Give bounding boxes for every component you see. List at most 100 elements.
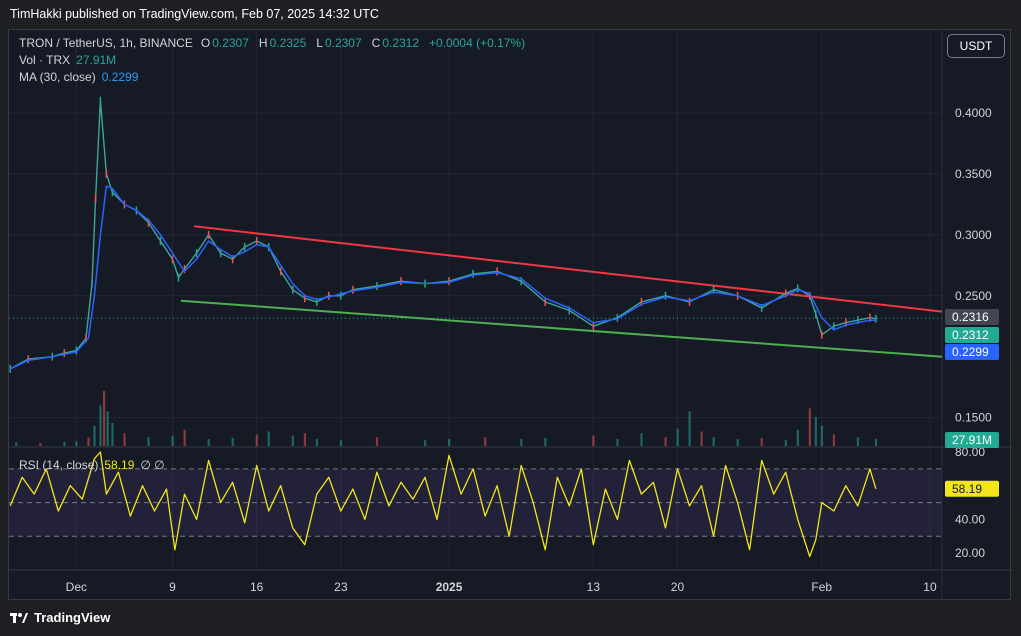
- close-label: C: [371, 36, 381, 50]
- volume-bar: [123, 433, 126, 446]
- volume-bar: [832, 434, 835, 446]
- time-tick-label: Feb: [811, 580, 832, 594]
- close-price-badge-bg: [945, 327, 999, 343]
- publish-header: TimHakki published on TradingView.com, F…: [10, 7, 379, 21]
- support-trendline: [180, 299, 943, 358]
- rsi-label[interactable]: RSI (14, close): [19, 458, 99, 472]
- change-value: +0.0004 (+0.17%): [429, 36, 526, 50]
- volume-bar: [814, 417, 817, 446]
- volume-bars: [15, 391, 878, 446]
- volume-bar: [736, 439, 739, 446]
- volume-bar: [255, 434, 258, 446]
- close-value: 0.2312: [382, 36, 420, 50]
- close-price-badge: 0.2312: [952, 328, 989, 342]
- low-value: 0.2307: [324, 36, 362, 50]
- volume-bar: [339, 440, 343, 446]
- volume-bar: [303, 433, 306, 446]
- last-price-badge: 0.2316: [952, 310, 989, 324]
- volume-bar: [99, 405, 102, 446]
- price-tick-label: 0.1500: [955, 411, 992, 425]
- volume-bar: [520, 439, 523, 446]
- volume-bar: [183, 429, 186, 446]
- price-badges: 0.2316 0.2312 0.2299 27.91M 58.19: [945, 309, 999, 497]
- volume-bar: [874, 439, 878, 446]
- volume-bar: [676, 428, 679, 446]
- volume-bar: [664, 437, 667, 446]
- ma-price-badge-bg: [945, 344, 999, 360]
- price-tick-label: 0.4000: [955, 106, 992, 120]
- chart-panel[interactable]: 0.40000.35000.30000.25000.150080.0060.00…: [8, 29, 1012, 601]
- currency-button[interactable]: USDT: [947, 34, 1005, 58]
- x-axis-ticks: Dec 9 16 23 2025 13 20 Feb 10: [66, 580, 937, 594]
- ma-value: 0.2299: [101, 70, 139, 84]
- chart-legend: TRON / TetherUS, 1h, BINANCE O 0.2307 H 0.…: [19, 35, 527, 86]
- volume-bar: [291, 435, 294, 446]
- volume-bar: [171, 435, 174, 446]
- volume-label[interactable]: Vol · TRX: [19, 53, 71, 67]
- volume-bar: [111, 422, 114, 446]
- rsi-legend: RSI (14, close) 58.19 ∅ ∅: [19, 458, 165, 472]
- ma-label[interactable]: MA (30, close): [19, 70, 96, 84]
- time-tick-label: 20: [671, 580, 685, 594]
- last-price-badge-bg: [945, 309, 999, 325]
- time-tick-label: 23: [334, 580, 348, 594]
- low-label: L: [316, 36, 323, 50]
- footer-brand[interactable]: TradingView: [34, 610, 111, 625]
- volume-bar: [87, 437, 90, 446]
- volume-bar: [448, 439, 451, 446]
- volume-bar: [484, 437, 487, 446]
- volume-bar: [315, 439, 318, 446]
- price-tick-label: 0.3500: [955, 167, 992, 181]
- chart-canvas[interactable]: 0.40000.35000.30000.25000.150080.0060.00…: [9, 30, 1012, 601]
- open-label: O: [200, 36, 211, 50]
- y-axis-ticks: 0.40000.35000.30000.25000.150080.0060.00…: [955, 106, 992, 560]
- volume-bar: [796, 429, 799, 446]
- volume-bar: [147, 437, 150, 446]
- price-tick-label: 0.3000: [955, 228, 992, 242]
- high-label: H: [258, 36, 268, 50]
- time-tick-label: Dec: [66, 580, 87, 594]
- tradingview-logo-icon: [10, 611, 28, 625]
- volume-bar: [207, 439, 210, 446]
- time-tick-label: 13: [587, 580, 601, 594]
- volume-bar: [616, 439, 619, 446]
- volume-bar: [93, 425, 96, 446]
- volume-bar: [688, 411, 691, 446]
- open-value: 0.2307: [212, 36, 249, 50]
- time-tick-label: 2025: [436, 580, 463, 594]
- resistance-trendline: [194, 225, 943, 313]
- rsi-tick-label: 40.00: [955, 512, 985, 526]
- volume-bar: [106, 411, 109, 446]
- volume-bar: [712, 437, 715, 446]
- volume-bar: [424, 440, 427, 446]
- volume-bar: [375, 437, 379, 446]
- time-tick-label: 16: [250, 580, 264, 594]
- rsi-value: 58.19: [104, 458, 135, 472]
- time-tick-label: 10: [923, 580, 937, 594]
- volume-bar: [75, 441, 78, 446]
- volume-bar: [102, 391, 106, 446]
- footer: TradingView: [10, 610, 110, 625]
- volume-badge: 27.91M: [952, 433, 992, 447]
- volume-bar: [700, 431, 703, 446]
- volume-bar: [39, 443, 42, 446]
- volume-value: 27.91M: [76, 53, 117, 67]
- volume-bar: [820, 425, 823, 446]
- volume-bar: [267, 431, 270, 446]
- rsi-tick-label: 20.00: [955, 546, 985, 560]
- volume-bar: [63, 441, 66, 446]
- ma-price-badge: 0.2299: [952, 345, 989, 359]
- rsi-badge: 58.19: [952, 482, 982, 496]
- volume-bar: [640, 433, 643, 446]
- rsi-badge-bg: [945, 480, 999, 497]
- ma-line: [9, 185, 876, 370]
- price-tick-label: 0.2500: [955, 289, 992, 303]
- volume-bar: [15, 442, 18, 446]
- volume-bar: [592, 435, 595, 446]
- volume-badge-bg: [945, 432, 999, 448]
- rsi-line: [9, 451, 877, 558]
- volume-bar: [784, 440, 787, 446]
- high-value: 0.2325: [269, 36, 307, 50]
- symbol-title[interactable]: TRON / TetherUS, 1h, BINANCE: [19, 36, 193, 50]
- volume-bar: [856, 437, 860, 446]
